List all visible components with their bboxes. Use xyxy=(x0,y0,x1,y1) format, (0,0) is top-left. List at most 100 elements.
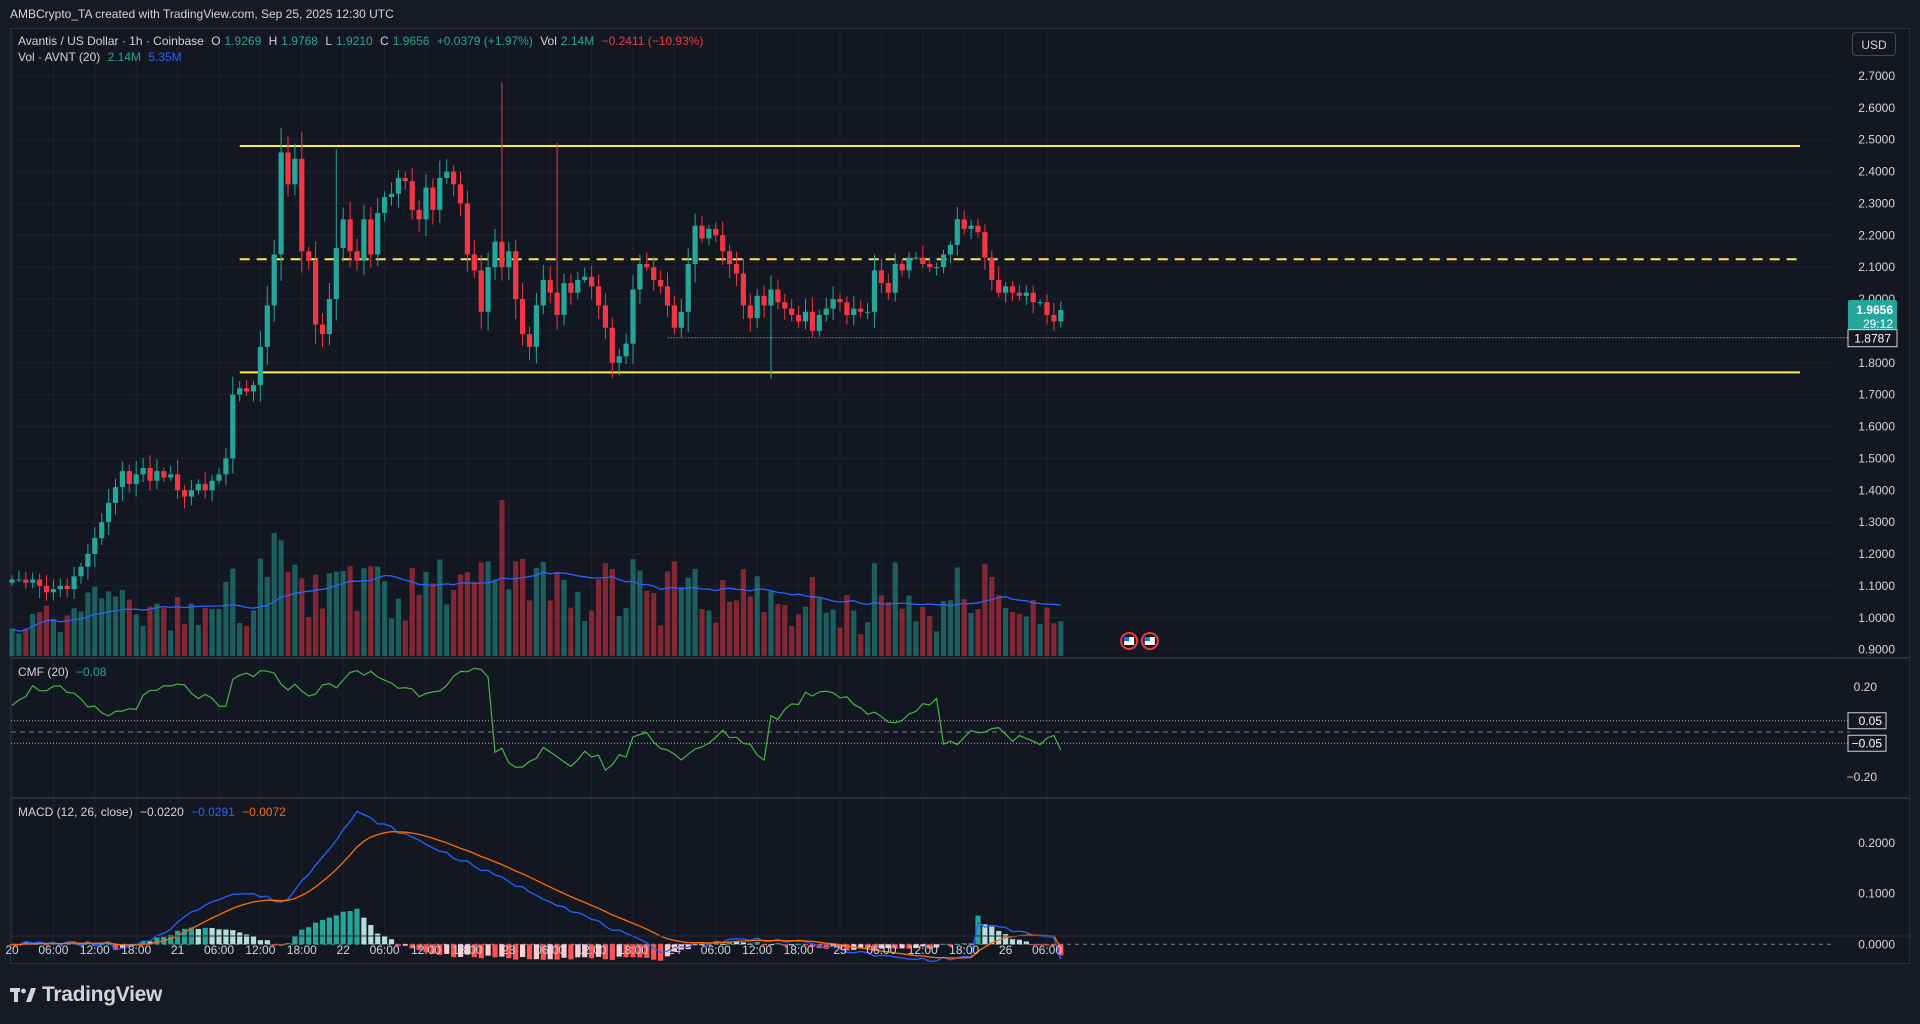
time-axis-label: 12:00 xyxy=(577,943,607,957)
candle-body xyxy=(595,286,602,306)
price-axis-label: 2.3000 xyxy=(1858,196,1895,210)
time-axis-label: 23 xyxy=(502,943,516,957)
macd-histogram-bar xyxy=(451,944,457,958)
cmf-lower-tag xyxy=(1847,734,1887,752)
candle-body xyxy=(533,305,539,347)
volume-bar xyxy=(761,612,767,656)
volume-legend[interactable]: Vol · AVNT (20) 2.14M 5.35M xyxy=(18,50,186,64)
volume-bar xyxy=(809,576,815,656)
cmf-legend[interactable]: CMF (20) −0.08 xyxy=(18,665,110,679)
candle-body xyxy=(575,279,581,293)
macd-histogram-bar xyxy=(430,944,436,954)
candle-body xyxy=(1009,286,1016,293)
volume-bar xyxy=(43,605,50,656)
volume-bar xyxy=(892,562,898,656)
symbol-name[interactable]: Avantis / US Dollar · 1h · Coinbase xyxy=(18,34,204,48)
candle-body xyxy=(1044,302,1050,315)
candle-body xyxy=(720,235,726,252)
volume-bar xyxy=(313,574,319,656)
time-axis-label: 06:00 xyxy=(204,943,234,957)
currency-button[interactable]: USD xyxy=(1852,32,1896,56)
macd-histogram-bar xyxy=(982,924,988,945)
macd-histogram-bar xyxy=(809,944,815,947)
candle-body xyxy=(1058,310,1064,322)
price-axis-label: 2.5000 xyxy=(1858,133,1895,147)
brand[interactable]: TradingView xyxy=(10,983,162,1007)
candle-body xyxy=(292,158,298,185)
volume-bar xyxy=(1023,616,1029,656)
volume-bar xyxy=(147,606,153,656)
cmf-pane xyxy=(11,667,1850,772)
volume-bar xyxy=(830,609,836,656)
volume-bar xyxy=(844,595,850,656)
volume-bar xyxy=(706,610,712,656)
cmf-line xyxy=(11,667,1062,772)
attribution-text: AMBCrypto_TA created with TradingView.co… xyxy=(10,7,394,21)
candle-body xyxy=(899,263,905,271)
macd-histogram-bar xyxy=(761,944,767,946)
candle-body xyxy=(699,225,705,239)
volume-bar xyxy=(444,604,450,656)
candle-body xyxy=(630,289,636,344)
macd-histogram-bar xyxy=(782,944,788,946)
volume-bar xyxy=(382,581,388,656)
candle-body xyxy=(64,585,70,590)
candle-body xyxy=(223,458,229,475)
candle-body xyxy=(740,273,746,306)
candle-body xyxy=(9,579,15,583)
macd-histogram-bar xyxy=(1058,944,1064,956)
candle-body xyxy=(43,585,50,593)
candle-body xyxy=(147,467,153,481)
volume-bar xyxy=(568,607,574,656)
candle-body xyxy=(368,219,374,255)
candle-body xyxy=(106,503,112,523)
candle-body xyxy=(947,244,953,255)
candle-body xyxy=(616,356,622,363)
volume-bar xyxy=(457,574,464,656)
volume-bar xyxy=(1058,621,1064,656)
open-label: O xyxy=(211,34,221,48)
macd-histogram-bar xyxy=(382,935,388,945)
macd-histogram-bar xyxy=(99,944,105,946)
candle-body xyxy=(678,311,684,328)
candle-body xyxy=(444,171,450,178)
candle-body xyxy=(437,177,443,210)
candle-body xyxy=(547,279,553,293)
volume-bar xyxy=(858,634,864,656)
main-legend[interactable]: Avantis / US Dollar · 1h · Coinbase O 1.9… xyxy=(18,34,707,48)
candle-body xyxy=(354,251,360,261)
time-axis-label: 12:00 xyxy=(245,943,275,957)
macd-histogram-bar xyxy=(989,926,995,945)
macd-legend[interactable]: MACD (12, 26, close) −0.0220 −0.0291 −0.… xyxy=(18,805,290,819)
candle-body xyxy=(782,302,788,309)
candle-body xyxy=(623,343,629,357)
volume-bar xyxy=(678,587,684,656)
macd-histogram-bar xyxy=(692,944,698,946)
price-axis: 2.7000 2.6000 2.5000 2.4000 2.3000 2.2000 2.10… xyxy=(1847,69,1896,951)
volume-ma-line xyxy=(11,571,1061,632)
volume-ma-value: 5.35M xyxy=(148,50,182,64)
volume-bar xyxy=(720,580,726,656)
macd-histogram-bar xyxy=(354,908,360,945)
candle-body xyxy=(727,251,733,264)
brand-name: TradingView xyxy=(42,983,163,1006)
candle-body xyxy=(244,388,250,392)
macd-histogram-bar xyxy=(409,944,415,949)
volume-ma xyxy=(11,571,1159,650)
volume-bar xyxy=(292,564,298,656)
volume-bar xyxy=(968,612,974,656)
volume-bar xyxy=(823,612,829,656)
volume-bar xyxy=(947,600,953,656)
volume-bar xyxy=(340,570,346,656)
volume-bar xyxy=(513,561,519,656)
line-price-value: 1.8787 xyxy=(1854,332,1891,346)
volume-bar xyxy=(1051,623,1057,656)
candle-body xyxy=(1037,302,1043,304)
macd-histogram-bar xyxy=(609,944,615,960)
macd-histogram-bar xyxy=(499,944,505,957)
macd-histogram-bar xyxy=(1037,944,1043,946)
candle-body xyxy=(837,299,843,303)
chart-panel[interactable] xyxy=(10,28,1910,964)
volume-bar xyxy=(133,614,139,656)
